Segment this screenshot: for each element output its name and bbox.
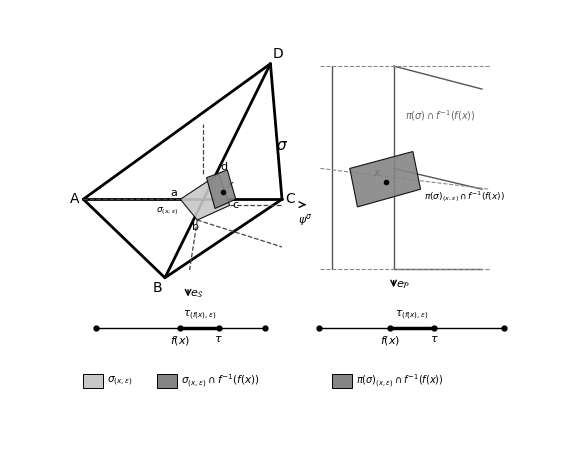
Text: $x$: $x$ <box>226 180 235 190</box>
Text: $\tau$: $\tau$ <box>430 334 439 344</box>
Text: A: A <box>70 192 80 206</box>
Text: $f(x)$: $f(x)$ <box>170 334 191 347</box>
Text: $\pi(\sigma)_{(x,\varepsilon)} \cap f^{-1}(f(x))$: $\pi(\sigma)_{(x,\varepsilon)} \cap f^{-… <box>425 189 505 205</box>
Text: $\sigma_{(x,\varepsilon)}$: $\sigma_{(x,\varepsilon)}$ <box>156 205 179 217</box>
Text: a: a <box>170 188 177 197</box>
Text: $e_{\mathcal{P}}$: $e_{\mathcal{P}}$ <box>396 279 410 291</box>
Text: $\psi^{\sigma}$: $\psi^{\sigma}$ <box>297 212 313 228</box>
Text: B: B <box>152 281 162 295</box>
Text: C: C <box>285 192 295 206</box>
Text: $f(x)$: $f(x)$ <box>379 334 400 347</box>
Bar <box>157 374 177 388</box>
Text: c: c <box>232 200 238 210</box>
Polygon shape <box>350 152 421 207</box>
Bar <box>332 374 352 388</box>
Bar <box>83 374 103 388</box>
Text: $x$: $x$ <box>373 168 382 178</box>
Text: $\tau_{(f(x),\varepsilon)}$: $\tau_{(f(x),\varepsilon)}$ <box>183 309 216 322</box>
Polygon shape <box>206 170 236 208</box>
Text: D: D <box>272 47 284 61</box>
Text: $\pi(\sigma) \cap f^{-1}(f(x))$: $\pi(\sigma) \cap f^{-1}(f(x))$ <box>405 109 476 123</box>
Text: b: b <box>192 222 199 232</box>
Text: $\pi(\sigma)_{(x,\varepsilon)} \cap f^{-1}(f(x))$: $\pi(\sigma)_{(x,\varepsilon)} \cap f^{-… <box>356 372 443 390</box>
Text: $\sigma_{(x,\varepsilon)}$: $\sigma_{(x,\varepsilon)}$ <box>107 374 132 388</box>
Text: $\sigma_{(x,\varepsilon)} \cap f^{-1}(f(x))$: $\sigma_{(x,\varepsilon)} \cap f^{-1}(f(… <box>181 372 260 390</box>
Polygon shape <box>180 174 229 220</box>
Text: d: d <box>220 162 228 172</box>
Text: $\tau$: $\tau$ <box>214 334 223 344</box>
Text: $\sigma$: $\sigma$ <box>276 138 288 153</box>
Text: $e_{\mathcal{S}}$: $e_{\mathcal{S}}$ <box>191 289 205 301</box>
Text: $\tau_{(f(x),\varepsilon)}$: $\tau_{(f(x),\varepsilon)}$ <box>396 309 429 322</box>
